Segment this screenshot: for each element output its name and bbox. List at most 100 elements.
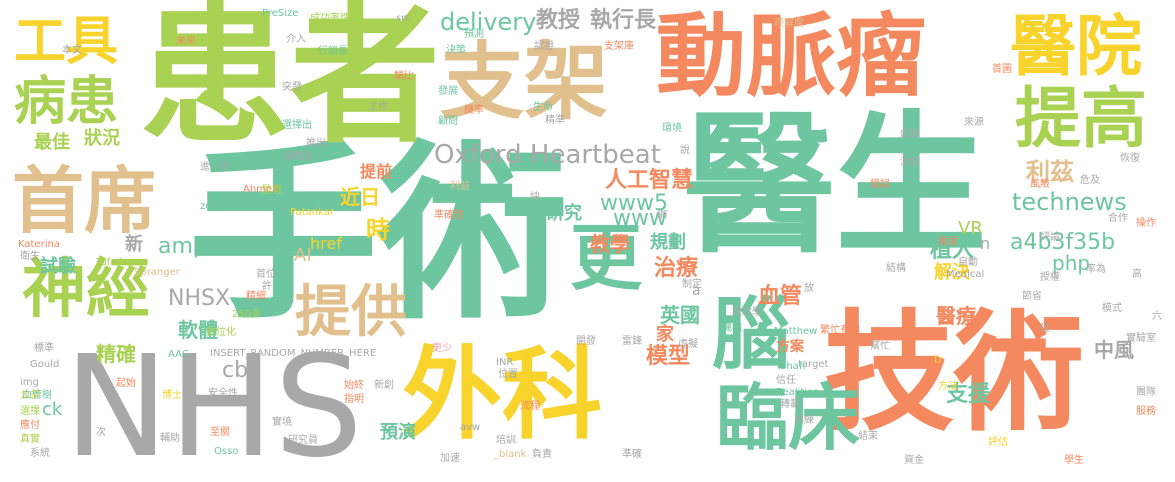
word-end: 結束 <box>858 431 878 442</box>
word-fine: 精細 <box>246 291 266 302</box>
word-patankar: Patankar <box>290 207 334 218</box>
word-virtual: 虛擬 <box>678 339 698 350</box>
word-support: 支援 <box>946 382 991 407</box>
word-phd: 博士 <box>162 390 182 401</box>
word-six: 六 <box>1152 311 1162 322</box>
word-further: 進一步 <box>200 162 230 173</box>
word-vr: VR <box>958 218 983 239</box>
word-digitize: 數位化 <box>206 327 236 338</box>
word-condition: 狀況 <box>84 128 120 149</box>
word-gould: Gould <box>30 359 60 370</box>
word-tufail: Tufail <box>96 257 123 268</box>
word-advance: 提前 <box>360 162 393 181</box>
word-choose: 選擇 <box>20 406 40 417</box>
word-patients: 病患 <box>14 72 119 132</box>
word-home: 家 <box>656 324 674 345</box>
word-exact: 精準 <box>545 115 565 126</box>
word-reality: 實境 <box>272 417 292 428</box>
word-improve: 提高 <box>1015 80 1147 157</box>
word-error: 錯誤 <box>870 179 890 190</box>
word-rate-is: 率為 <box>1086 264 1106 275</box>
word-treatment: 治療 <box>654 256 699 281</box>
word-www5: www5 <box>600 191 668 216</box>
word-start: 起始 <box>116 378 136 389</box>
word-provide: 提供 <box>295 280 407 345</box>
word-ahmed: Ahmed <box>243 184 279 195</box>
word-n: n <box>980 234 991 253</box>
word-stent-lib: 支架庫 <box>604 41 634 52</box>
word-regulate: 監管 <box>262 185 282 196</box>
word-first: 首位 <box>256 269 276 280</box>
word-best: 最佳 <box>34 132 70 153</box>
word-source: 來源 <box>964 117 984 128</box>
word-health: 衛生 <box>20 251 40 262</box>
word-position: 位 <box>1040 323 1050 334</box>
word-spranger: Spranger <box>134 267 180 278</box>
word-train: 培訓 <box>496 435 516 446</box>
word-institution: 機構 <box>722 323 742 334</box>
word-less: 更少 <box>432 343 452 354</box>
word-leeds: 利茲 <box>1026 158 1074 186</box>
word-future: 未來 <box>176 36 196 47</box>
word-skilled: 熟練 <box>794 415 814 426</box>
word-research: 研究 <box>546 203 582 224</box>
word-high: 高 <box>1132 269 1142 280</box>
word-life: 生命 <box>533 102 553 113</box>
word-avw: avw <box>460 422 481 433</box>
word-aac: AAC <box>168 349 189 360</box>
word-sudden: 突發 <box>282 82 302 93</box>
word-oxford-heartbeat: Oxford Heartbeat <box>434 140 661 170</box>
word-hospital: 醫院 <box>1010 8 1142 85</box>
word-model: 模型 <box>646 344 691 369</box>
word-help: 幫忙 <box>870 341 890 352</box>
word-katerina: Katerina <box>18 239 60 250</box>
word-formulate: 制定 <box>682 279 702 290</box>
word-trust: 信任 <box>776 375 796 386</box>
word-plan: 方案 <box>776 339 804 355</box>
word-href: href <box>310 234 342 253</box>
word-test: 測試 <box>900 157 920 168</box>
word-service: 服務 <box>1136 406 1156 417</box>
word-new: 新 <box>125 234 143 255</box>
word-accuracy: 準確性 <box>434 210 464 221</box>
word-personalize: 個性化 <box>284 151 314 162</box>
word-software: 軟體 <box>178 318 218 342</box>
word-solve: 解決 <box>934 262 970 283</box>
word-structure: 結構 <box>886 263 906 274</box>
word-allow: 許 <box>262 281 272 292</box>
word-real: 真實 <box>20 434 40 445</box>
word-technology: 技術 <box>824 297 1085 449</box>
word-patient: 患者 <box>140 0 441 164</box>
word-success-rate: 成功率性 <box>310 13 350 24</box>
word-predict: 預測 <box>464 29 484 40</box>
word-tw: tw <box>222 234 249 259</box>
word-say: 說 <box>680 145 690 156</box>
word-cmo: 行銷長 <box>318 46 348 57</box>
word-evaluate: 評估 <box>988 437 1008 448</box>
word-review: 評論 <box>1040 232 1060 243</box>
word-lab: 實驗室 <box>1126 333 1156 344</box>
word-teaching: 教學 <box>590 232 630 256</box>
word-startup: 新創 <box>374 380 394 391</box>
word-repost: 轉載 <box>780 399 800 410</box>
word-cope: 應付 <box>20 420 40 431</box>
word-probability: 機率 <box>464 105 484 116</box>
word-neuro: 神經 <box>22 253 150 327</box>
word-ck: ck <box>42 399 63 420</box>
word-chief: 首席 <box>12 159 157 243</box>
word-insert-random: INSERT_RANDOM_NUMBER_HERE <box>210 348 377 359</box>
word-save: 節省 <box>1022 291 1042 302</box>
word-understanding: 理解度 <box>774 18 804 29</box>
word-precise: 精確 <box>96 342 136 366</box>
word-recover: 恢復 <box>1120 153 1140 164</box>
word-stroke: 中風 <box>1094 338 1134 362</box>
word-correct: 準確 <box>622 449 642 460</box>
word-implant: 植入 <box>930 238 975 263</box>
word-certify: 認證 <box>534 41 554 52</box>
word-need: 需求 <box>938 237 958 248</box>
word-realities: Realities <box>776 387 819 398</box>
word-process: 流程 <box>520 401 540 412</box>
word-nhs: NHS <box>64 326 363 482</box>
word-delivery: delivery <box>440 8 537 36</box>
word-development: 開發 <box>576 336 596 347</box>
